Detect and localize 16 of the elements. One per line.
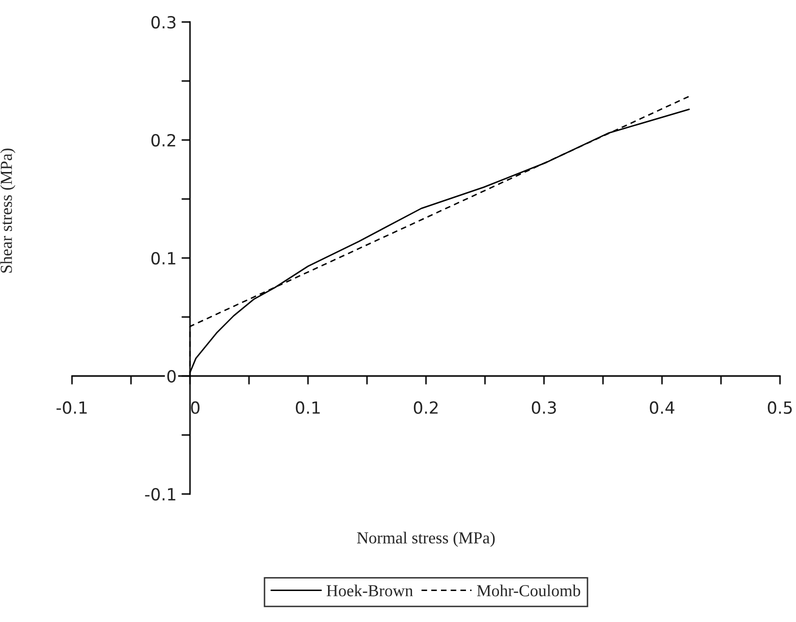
y-tick-label: 0	[167, 370, 176, 383]
x-tick-label: 0.1	[296, 401, 320, 414]
x-tick-label: 0.3	[532, 401, 556, 414]
x-axis-title: Normal stress (MPa)	[357, 532, 495, 547]
legend-label: Hoek-Brown	[326, 584, 413, 596]
x-tick-label: 0.4	[650, 401, 674, 414]
x-tick-label: 0.5	[768, 401, 792, 414]
y-tick-label: -0.1	[145, 488, 176, 501]
y-tick-label: 0.1	[151, 252, 176, 265]
x-tick-label: 0	[191, 401, 200, 414]
x-tick-label: -0.1	[56, 401, 87, 414]
y-tick-label: 0.3	[151, 16, 176, 29]
y-tick-label: 0.2	[151, 134, 176, 147]
y-axis-title: Shear stress (MPa)	[0, 148, 16, 273]
x-tick-label: 0.2	[414, 401, 438, 414]
legend-label: Mohr-Coulomb	[477, 584, 580, 596]
